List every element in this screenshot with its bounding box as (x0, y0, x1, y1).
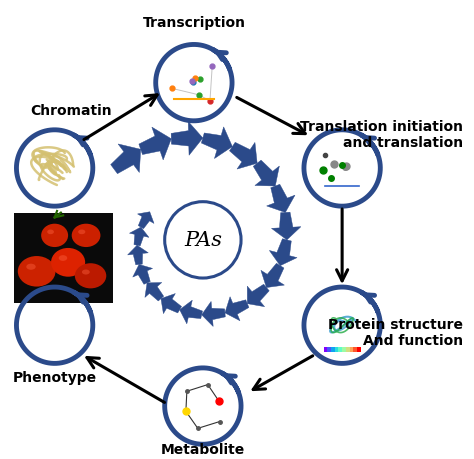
Bar (338, 347, 342, 353)
Polygon shape (253, 161, 279, 187)
Bar (346, 347, 349, 353)
Circle shape (309, 292, 376, 359)
Circle shape (160, 50, 228, 117)
Polygon shape (129, 228, 149, 246)
Circle shape (309, 135, 376, 202)
Ellipse shape (72, 224, 100, 247)
Polygon shape (201, 128, 232, 159)
Text: Phenotype: Phenotype (13, 370, 97, 384)
Polygon shape (137, 213, 154, 229)
Polygon shape (128, 246, 148, 265)
Circle shape (164, 202, 241, 279)
Polygon shape (272, 213, 301, 241)
Circle shape (21, 135, 88, 202)
Ellipse shape (26, 264, 36, 270)
Bar (349, 347, 353, 353)
Text: Transcription: Transcription (142, 16, 246, 30)
Ellipse shape (47, 230, 54, 235)
Bar (328, 347, 331, 353)
Bar (342, 347, 346, 353)
Polygon shape (171, 122, 203, 156)
Polygon shape (201, 302, 225, 327)
Polygon shape (261, 264, 284, 288)
Ellipse shape (41, 224, 68, 247)
Text: Translation initiation
and translation: Translation initiation and translation (301, 120, 464, 150)
Polygon shape (133, 265, 153, 285)
Bar (331, 347, 335, 353)
Text: Chromatin: Chromatin (30, 103, 111, 118)
Ellipse shape (78, 230, 85, 235)
Bar (335, 347, 338, 353)
Text: Metabolite: Metabolite (161, 442, 245, 456)
Polygon shape (180, 301, 202, 324)
Bar (357, 347, 361, 353)
Polygon shape (161, 294, 182, 314)
Polygon shape (247, 285, 269, 307)
Text: Protein structure
And function: Protein structure And function (328, 317, 464, 347)
Polygon shape (139, 128, 171, 161)
Text: PAs: PAs (184, 231, 222, 250)
Circle shape (21, 292, 88, 359)
Polygon shape (269, 239, 297, 266)
Ellipse shape (51, 248, 85, 277)
Bar (353, 347, 357, 353)
Bar (14, 213, 113, 303)
Ellipse shape (82, 270, 90, 275)
Polygon shape (145, 283, 164, 301)
Bar (324, 347, 328, 353)
Polygon shape (267, 185, 295, 213)
Polygon shape (229, 143, 257, 170)
Circle shape (169, 373, 237, 440)
Polygon shape (225, 297, 249, 321)
Ellipse shape (18, 257, 55, 287)
Ellipse shape (59, 256, 67, 261)
Polygon shape (111, 145, 141, 174)
Ellipse shape (75, 263, 106, 289)
